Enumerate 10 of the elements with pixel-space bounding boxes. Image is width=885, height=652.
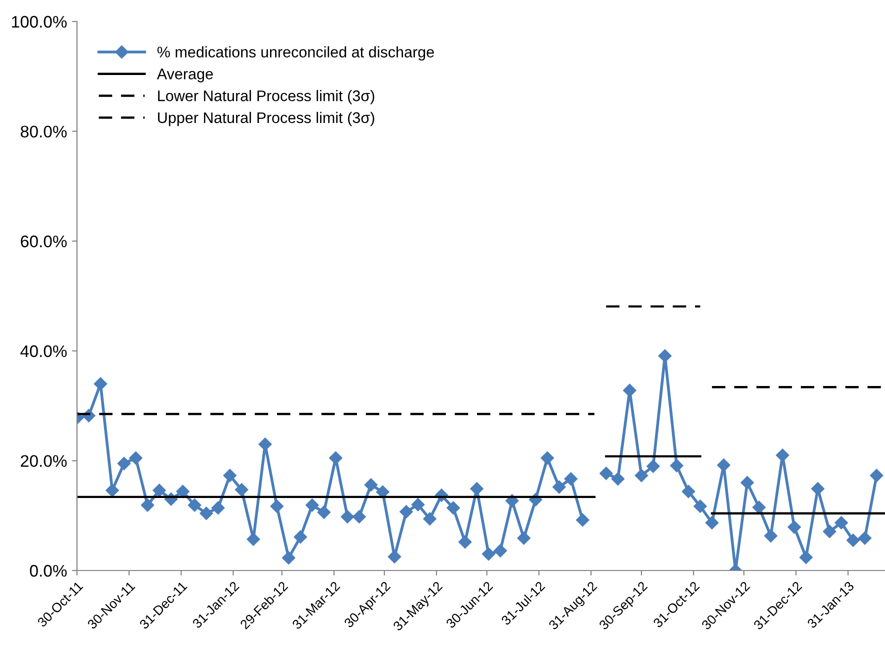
- legend-label: Upper Natural Process limit (3σ): [158, 112, 374, 126]
- legend-label: Lower Natural Process limit (3σ): [158, 90, 374, 104]
- legend-label: Average: [156, 68, 213, 82]
- y-tick-label: 0.0%: [30, 564, 67, 577]
- y-tick-label: 60.0%: [20, 236, 67, 248]
- legend-label: % medications unreconciled at discharge: [157, 46, 434, 60]
- y-tick-label: 100.0%: [12, 16, 67, 28]
- y-tick-label: 20.0%: [20, 455, 67, 467]
- y-tick-label: 80.0%: [20, 126, 67, 138]
- y-tick-label: 40.0%: [20, 345, 67, 358]
